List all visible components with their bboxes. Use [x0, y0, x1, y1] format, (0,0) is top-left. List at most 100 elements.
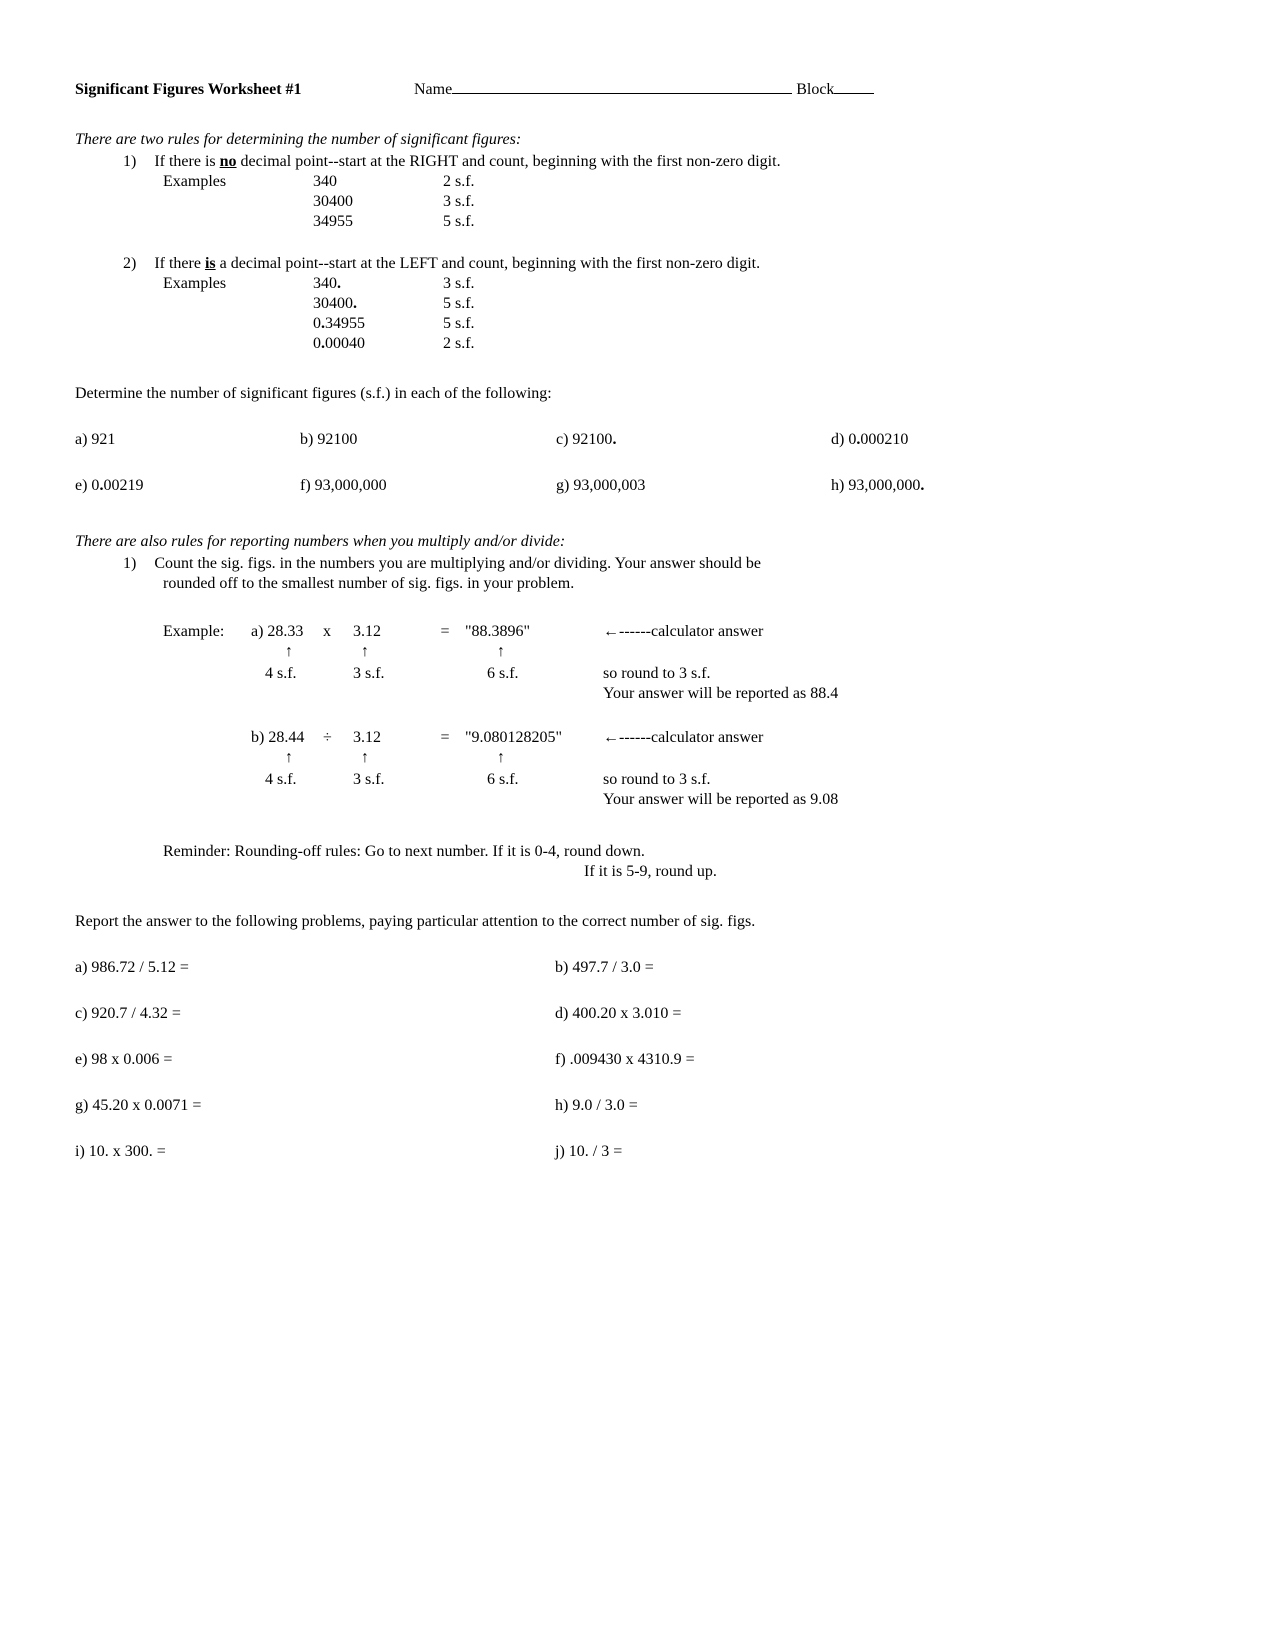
arrow-icon: ↑ [465, 642, 603, 662]
example-sf: 3 s.f. [443, 274, 475, 294]
arrow-icon: ↑ [353, 748, 425, 768]
ex-a-first: a) 28.33 [251, 622, 323, 642]
rule-2-underline: is [205, 255, 216, 272]
ex-b-calc-note: ←------calculator answer [603, 728, 1200, 748]
computation-problem: c) 920.7 / 4.32 = [75, 1004, 555, 1024]
rule-2-post: a decimal point--start at the LEFT and c… [216, 255, 760, 272]
example-number: 34955 [313, 212, 443, 232]
ex-b-sf2: 3 s.f. [353, 770, 425, 810]
examples-label [163, 314, 313, 334]
ex-a-sf3: 6 s.f. [465, 664, 603, 704]
computation-problem: g) 45.20 x 0.0071 = [75, 1096, 555, 1116]
mult-div-intro: There are also rules for reporting numbe… [75, 532, 1200, 552]
mult-rule-line1: Count the sig. figs. in the numbers you … [154, 555, 761, 572]
computation-problem: d) 400.20 x 3.010 = [555, 1004, 1200, 1024]
sf-problem: d) 0.000210 [831, 430, 1200, 450]
ex-a-calc: "88.3896" [465, 622, 603, 642]
computation-problem: f) .009430 x 4310.9 = [555, 1050, 1200, 1070]
ex-b-calc: "9.080128205" [465, 728, 603, 748]
sf-problem: b) 92100 [300, 430, 556, 450]
computation-problem-grid: a) 986.72 / 5.12 =b) 497.7 / 3.0 = c) 920… [75, 958, 1200, 1162]
rule-2: 2) If there is a decimal point--start at… [123, 254, 1200, 354]
sf-problem: h) 93,000,000. [831, 476, 1200, 496]
sf-problem: f) 93,000,000 [300, 476, 556, 496]
ex-b-second: 3.12 [353, 728, 425, 748]
ex-b-note1: so round to 3 s.f. [603, 770, 1200, 790]
mult-rule-line2: rounded off to the smallest number of si… [163, 574, 1200, 594]
examples-label [163, 192, 313, 212]
ex-b-sf1: 4 s.f. [251, 770, 323, 810]
examples-label [163, 294, 313, 314]
example-number: 30400. [313, 294, 443, 314]
rule-1-num: 1) [123, 153, 136, 170]
example-number: 0.34955 [313, 314, 443, 334]
example-label: Example: [163, 622, 251, 642]
rules-intro: There are two rules for determining the … [75, 130, 1200, 150]
rule-1-pre: If there is [154, 153, 219, 170]
arrow-icon: ↑ [465, 748, 603, 768]
ex-a-op: x [323, 622, 353, 642]
computation-problem: h) 9.0 / 3.0 = [555, 1096, 1200, 1116]
example-sf: 5 s.f. [443, 314, 475, 334]
rule-1-post: decimal point--start at the RIGHT and co… [237, 153, 781, 170]
reminder-line1: Reminder: Rounding-off rules: Go to next… [163, 842, 1200, 862]
computation-problem: j) 10. / 3 = [555, 1142, 1200, 1162]
worksheet-title: Significant Figures Worksheet #1 [75, 80, 410, 100]
arrow-icon: ↑ [251, 748, 323, 768]
ex-a-note1: so round to 3 s.f. [603, 664, 1200, 684]
sf-problem: c) 92100. [556, 430, 831, 450]
mult-rule-1: 1) Count the sig. figs. in the numbers y… [123, 554, 1200, 594]
rule-2-examples: Examples340.3 s.f.30400.5 s.f.0.349555 s… [123, 274, 1200, 354]
example-sf: 5 s.f. [443, 212, 475, 232]
report-instruction: Report the answer to the following probl… [75, 912, 1200, 932]
examples-label [163, 334, 313, 354]
determine-instruction: Determine the number of significant figu… [75, 384, 1200, 404]
sf-problem: e) 0.00219 [75, 476, 300, 496]
examples-label [163, 212, 313, 232]
sf-problem: a) 921 [75, 430, 300, 450]
example-number: 340. [313, 274, 443, 294]
example-sf: 5 s.f. [443, 294, 475, 314]
ex-b-note2: Your answer will be reported as 9.08 [603, 790, 1200, 810]
computation-problem: b) 497.7 / 3.0 = [555, 958, 1200, 978]
ex-b-first: b) 28.44 [251, 728, 323, 748]
ex-a-sf1: 4 s.f. [251, 664, 323, 704]
sf-problem-grid: a) 921b) 92100c) 92100.d) 0.000210 e) 0.0… [75, 430, 1200, 496]
rule-2-pre: If there [154, 255, 205, 272]
example-number: 0.00040 [313, 334, 443, 354]
ex-a-sf2: 3 s.f. [353, 664, 425, 704]
examples-label: Examples [163, 172, 313, 192]
name-blank[interactable] [452, 93, 792, 94]
block-blank[interactable] [834, 93, 874, 94]
rounding-reminder: Reminder: Rounding-off rules: Go to next… [163, 842, 1200, 882]
computation-problem: a) 986.72 / 5.12 = [75, 958, 555, 978]
worksheet-header: Significant Figures Worksheet #1 Name Bl… [75, 80, 1200, 100]
computation-problem: e) 98 x 0.006 = [75, 1050, 555, 1070]
sf-problem: g) 93,000,003 [556, 476, 831, 496]
worked-example-a: Example: a) 28.33 x 3.12 = "88.3896" ←--… [163, 622, 1200, 704]
block-label: Block [796, 80, 834, 100]
worked-example-b: b) 28.44 ÷ 3.12 = "9.080128205" ←------c… [163, 728, 1200, 810]
ex-a-note2: Your answer will be reported as 88.4 [603, 684, 1200, 704]
ex-a-second: 3.12 [353, 622, 425, 642]
examples-label: Examples [163, 274, 313, 294]
ex-b-op: ÷ [323, 728, 353, 748]
rule-1: 1) If there is no decimal point--start a… [123, 152, 1200, 232]
reminder-line2: If it is 5-9, round up. [584, 862, 1200, 882]
arrow-icon: ↑ [353, 642, 425, 662]
rule-1-examples: Examples3402 s.f.304003 s.f.349555 s.f. [123, 172, 1200, 232]
rule-2-num: 2) [123, 255, 136, 272]
example-sf: 2 s.f. [443, 334, 475, 354]
computation-problem: i) 10. x 300. = [75, 1142, 555, 1162]
example-number: 30400 [313, 192, 443, 212]
rule-1-underline: no [220, 153, 237, 170]
example-sf: 3 s.f. [443, 192, 475, 212]
mult-rule-num: 1) [123, 555, 136, 572]
ex-a-eq: = [425, 622, 465, 642]
ex-b-sf3: 6 s.f. [465, 770, 603, 810]
example-number: 340 [313, 172, 443, 192]
ex-a-calc-note: ←------calculator answer [603, 622, 1200, 642]
example-sf: 2 s.f. [443, 172, 475, 192]
ex-b-eq: = [425, 728, 465, 748]
name-label: Name [414, 80, 452, 100]
